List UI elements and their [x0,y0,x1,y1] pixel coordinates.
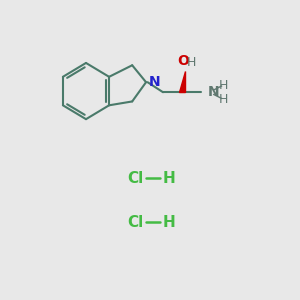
Text: Cl: Cl [127,215,143,230]
Text: N: N [208,85,219,99]
Polygon shape [179,70,185,92]
Text: H: H [218,93,228,106]
Text: H: H [187,56,196,69]
Text: H: H [218,79,228,92]
Text: H: H [163,215,175,230]
Text: N: N [148,75,160,89]
Text: H: H [163,171,175,186]
Text: O: O [177,54,189,68]
Text: Cl: Cl [127,171,143,186]
